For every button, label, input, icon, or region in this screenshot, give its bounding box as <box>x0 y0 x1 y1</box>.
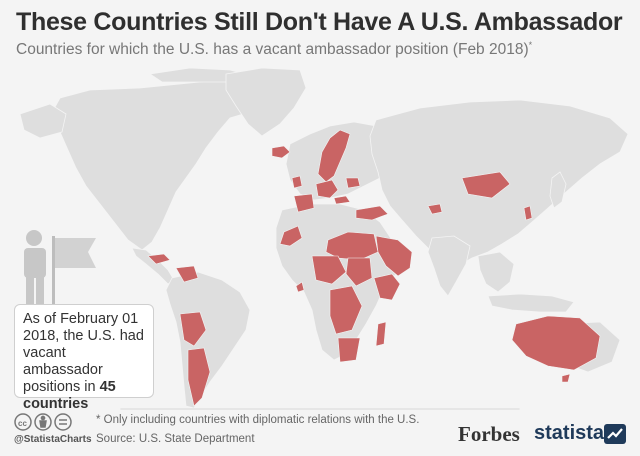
region-poland <box>345 177 361 189</box>
statista-logo: statista <box>534 422 605 444</box>
callout-text: As of February 01 2018, the U.S. had vac… <box>23 311 144 395</box>
land-alaska <box>19 103 67 139</box>
land-indonesia <box>487 293 575 313</box>
chart-subtitle: Countries for which the U.S. has a vacan… <box>16 40 626 59</box>
region-cuba-dominican <box>147 253 171 265</box>
region-sudan <box>345 257 373 287</box>
region-mongolia <box>461 171 511 199</box>
region-austria <box>333 195 351 205</box>
region-central-africa <box>329 285 363 335</box>
statista-mark-icon <box>604 424 626 444</box>
region-chile-argentina <box>187 347 211 407</box>
region-madagascar <box>375 321 387 347</box>
chart-title: These Countries Still Don't Have A U.S. … <box>16 8 623 36</box>
svg-text:cc: cc <box>18 419 27 428</box>
region-senegal <box>295 281 305 293</box>
region-iceland <box>271 145 291 159</box>
callout-count: 45 countries <box>23 379 116 412</box>
land-southeast-asia <box>477 251 515 293</box>
region-norway-sweden <box>317 129 351 183</box>
region-korea <box>523 205 533 221</box>
region-niger-chad <box>311 255 347 285</box>
region-somalia-ethiopia <box>373 273 401 301</box>
region-south-africa <box>337 337 361 363</box>
forbes-logo: Forbes <box>458 422 520 446</box>
land-south-america <box>165 271 251 409</box>
license-icons: cc <box>14 413 72 431</box>
region-venezuela <box>175 265 199 283</box>
region-turkey <box>355 205 389 221</box>
attribution-icon <box>34 413 52 431</box>
land-north-america <box>49 79 263 251</box>
region-australia <box>511 315 601 371</box>
land-greenland <box>225 67 307 137</box>
region-ireland <box>291 175 303 189</box>
region-peru-bolivia <box>179 311 207 347</box>
region-iberia <box>293 193 315 213</box>
subtitle-footnote-marker: * <box>528 40 533 50</box>
summary-callout: As of February 01 2018, the U.S. had vac… <box>14 304 154 412</box>
land-antarctica <box>119 407 521 410</box>
source-note: Source: U.S. State Department <box>96 433 255 445</box>
region-arabia <box>375 235 413 277</box>
land-central-america <box>131 247 175 285</box>
region-libya-egypt <box>325 231 379 261</box>
cc-icon <box>14 413 32 431</box>
statista-handle[interactable]: @StatistaCharts <box>14 434 92 445</box>
land-japan <box>549 171 567 209</box>
region-tajikistan <box>427 203 443 215</box>
region-morocco <box>279 225 303 247</box>
region-tasmania <box>561 373 571 383</box>
ambassador-figure-icon <box>24 230 96 308</box>
land-india <box>427 235 471 297</box>
footnote: * Only including countries with diplomat… <box>96 414 420 426</box>
world-map <box>19 67 629 410</box>
vacant-countries <box>147 129 601 407</box>
subtitle-text: Countries for which the U.S. has a vacan… <box>16 41 529 59</box>
no-derivatives-icon <box>54 413 72 431</box>
region-belgium-germany <box>315 179 339 199</box>
